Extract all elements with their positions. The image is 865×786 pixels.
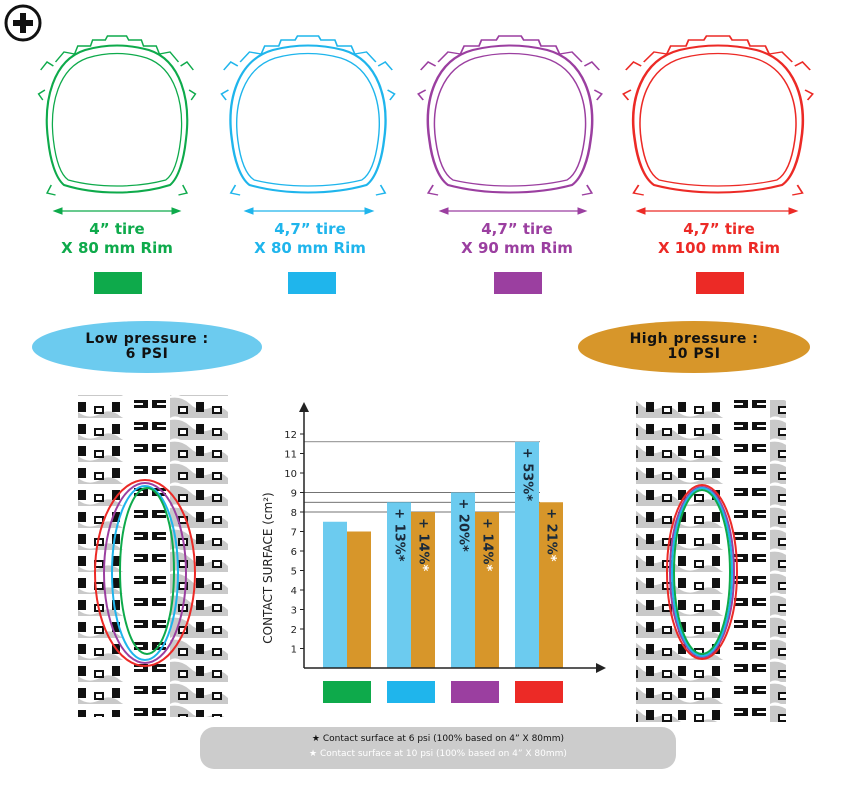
category-swatch-1 — [387, 681, 435, 703]
tire-label-purple: 4,7” tire X 90 mm Rim — [422, 220, 612, 258]
legend-note-10psi: ★ Contact surface at 10 psi (100% based … — [309, 749, 567, 759]
bar-6psi-2 — [451, 492, 475, 668]
legend-note-6psi: ★ Contact surface at 6 psi (100% based o… — [311, 734, 565, 744]
y-tick-label: 4 — [291, 586, 297, 597]
high-pressure-title: High pressure : — [629, 331, 759, 347]
bar-data-label: + 53%* — [520, 448, 535, 502]
y-tick-label: 2 — [291, 625, 297, 636]
plus-circle-icon[interactable] — [3, 3, 43, 43]
width-arrow-green — [52, 207, 182, 215]
swatch-red — [696, 272, 744, 294]
bar-10psi-0 — [347, 531, 371, 668]
low-pressure-badge: Low pressure : 6 PSI — [32, 321, 262, 373]
low-pressure-value: 6 PSI — [125, 346, 169, 362]
tire-label-blue: 4,7” tire X 80 mm Rim — [215, 220, 405, 258]
width-arrow-blue — [243, 207, 375, 215]
legend-note: ★ Contact surface at 6 psi (100% based o… — [200, 727, 676, 769]
y-tick-label: 1 — [291, 645, 297, 656]
swatch-green — [94, 272, 142, 294]
tire-profiles — [37, 34, 814, 215]
rim-size: X 100 mm Rim — [657, 239, 781, 257]
bar-10psi-1 — [411, 512, 435, 668]
rim-size: X 80 mm Rim — [61, 239, 173, 257]
chart-bars: + 13%* + 20%* + 53%* + 14%* + 14%* + 21%* — [323, 441, 563, 668]
tire-label-green: 4” tire X 80 mm Rim — [22, 220, 212, 258]
tire-size: 4,7” tire — [683, 220, 755, 238]
bar-6psi-0 — [323, 521, 347, 668]
tread-footprint-low — [78, 395, 228, 717]
y-axis-arrow-icon — [299, 402, 309, 412]
bar-6psi-1 — [387, 502, 411, 668]
bar-10psi-3 — [539, 502, 563, 668]
rim-size: X 80 mm Rim — [254, 239, 366, 257]
tire-label-red: 4,7” tire X 100 mm Rim — [624, 220, 814, 258]
tire-size: 4,7” tire — [481, 220, 553, 238]
category-swatch-0 — [323, 681, 371, 703]
tire-size: 4,7” tire — [274, 220, 346, 238]
category-swatch-3 — [515, 681, 563, 703]
bar-data-label: + 20%* — [456, 499, 471, 553]
bar-data-label: + 14%* — [416, 518, 431, 572]
swatch-purple — [494, 272, 542, 294]
y-tick-label: 12 — [284, 430, 297, 441]
y-tick-label: 7 — [291, 528, 297, 539]
bar-data-label: + 13%* — [392, 508, 407, 562]
y-tick-label: 11 — [284, 450, 297, 461]
y-tick-label: 3 — [291, 606, 297, 617]
y-tick-label: 6 — [291, 547, 297, 558]
swatch-blue — [288, 272, 336, 294]
y-axis-label: CONTACT SURFACE (cm²) — [261, 492, 275, 644]
bar-6psi-3 — [515, 441, 539, 668]
y-tick-label: 9 — [291, 489, 297, 500]
bar-10psi-2 — [475, 512, 499, 668]
bar-data-label: + 14%* — [480, 518, 495, 572]
high-pressure-badge: High pressure : 10 PSI — [578, 321, 810, 373]
chart-guides — [304, 441, 540, 513]
tire-size: 4” tire — [89, 220, 145, 238]
high-pressure-value: 10 PSI — [667, 346, 721, 362]
width-arrow-purple — [438, 207, 588, 215]
y-tick-label: 8 — [291, 508, 297, 519]
y-tick-label: 10 — [284, 469, 297, 480]
y-tick-label: 5 — [291, 567, 297, 578]
rim-size: X 90 mm Rim — [461, 239, 573, 257]
tread-footprint-high — [636, 400, 786, 722]
width-arrow-red — [635, 207, 799, 215]
category-swatch-2 — [451, 681, 499, 703]
category-swatches — [323, 681, 563, 703]
low-pressure-title: Low pressure : — [85, 331, 209, 347]
x-axis-arrow-icon — [596, 663, 606, 673]
bar-data-label: + 21%* — [544, 508, 559, 562]
